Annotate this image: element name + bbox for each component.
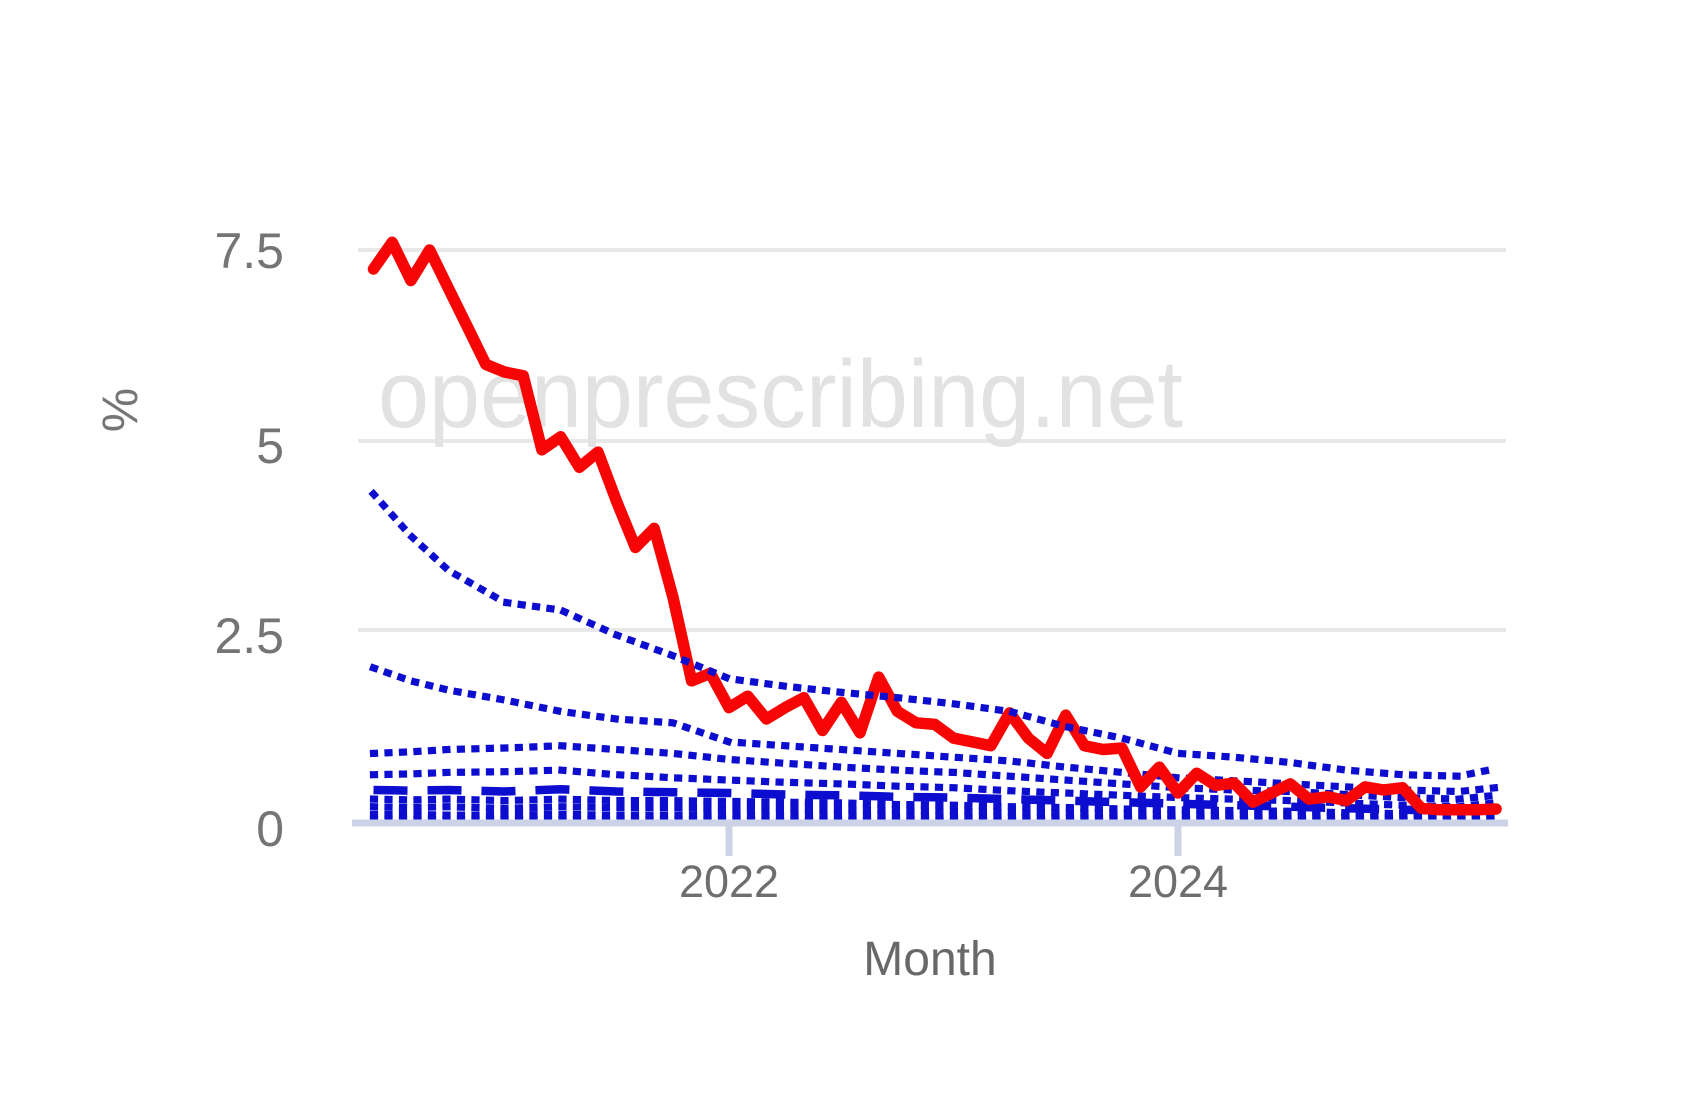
watermark-text: openprescribing.net <box>378 341 1183 448</box>
y-tick-label-0: 0 <box>256 801 284 857</box>
series-20th-percentile <box>369 810 1500 823</box>
y-tick-label-7-5: 7.5 <box>214 223 284 279</box>
y-tick-label-5: 5 <box>256 418 284 474</box>
y-axis-title: % <box>92 388 148 432</box>
series-40th-percentile <box>369 795 1500 819</box>
y-tick-label-2-5: 2.5 <box>214 608 284 664</box>
series-median-50th-percentile <box>373 784 1497 815</box>
series-80th-percentile <box>368 663 1501 796</box>
series-60th-percentile <box>369 766 1501 811</box>
x-tick-label-2024: 2024 <box>1128 856 1228 907</box>
series-layer <box>367 236 1502 825</box>
series-30th-percentile <box>369 803 1500 821</box>
series-70th-percentile <box>369 742 1501 803</box>
series-practice-value <box>367 236 1502 816</box>
x-tick-label-2022: 2022 <box>679 856 779 907</box>
series-90th-percentile <box>368 488 1501 780</box>
x-axis-title: Month <box>863 933 996 986</box>
